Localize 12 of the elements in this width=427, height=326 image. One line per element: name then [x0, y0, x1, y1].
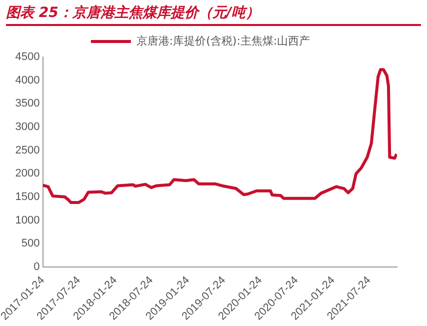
y-tick-label: 0 — [34, 260, 40, 273]
y-tick-label: 4000 — [15, 74, 40, 86]
legend-label: 京唐港:库提价(含税):主焦煤:山西产 — [136, 34, 310, 48]
y-tick-label: 3500 — [15, 98, 40, 110]
y-tick-label: 1000 — [15, 214, 40, 226]
y-tick-label: 2000 — [15, 168, 40, 180]
chart-title: 图表 25：京唐港主焦煤库提价（元/吨） — [6, 4, 260, 23]
y-tick-label: 2500 — [15, 144, 40, 156]
y-tick-label: 1500 — [15, 190, 40, 203]
y-tick-label: 4500 — [15, 51, 40, 64]
y-tick-label: 500 — [21, 238, 40, 250]
y-tick-label: 3000 — [15, 120, 40, 133]
